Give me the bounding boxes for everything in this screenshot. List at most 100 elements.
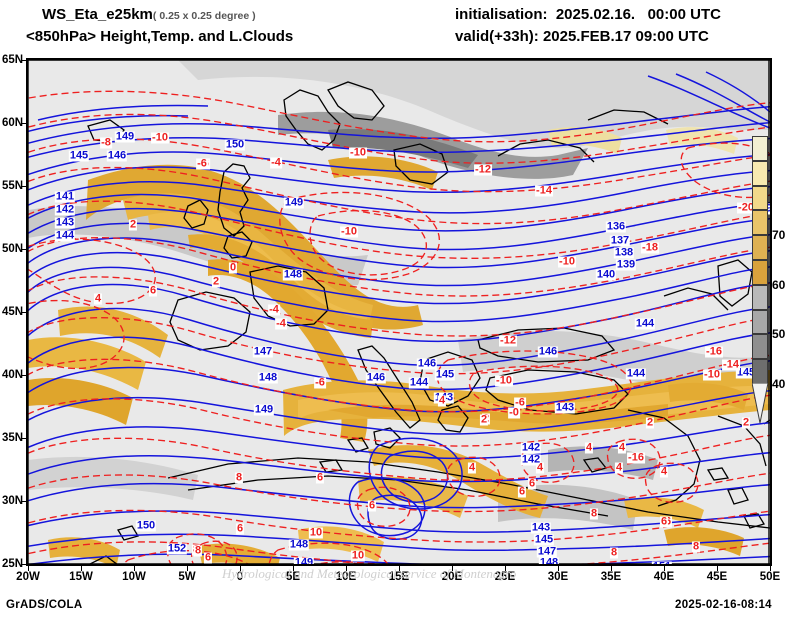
temperature-contour-label: 4: [437, 394, 447, 407]
temperature-contour-label: 2: [479, 413, 489, 426]
y-axis-tick-mark: [21, 60, 26, 61]
temperature-contour-label: 10: [350, 549, 366, 562]
temperature-contour-label: 4: [584, 441, 594, 454]
level-fields-header: <850hPa> Height,Temp. and L.Clouds: [26, 28, 294, 45]
y-axis-tick-mark: [21, 123, 26, 124]
height-contour-label: 143: [54, 216, 76, 229]
x-axis-tick-mark: [770, 566, 771, 571]
temperature-contour-label: 6: [235, 522, 245, 535]
y-axis-tick-mark: [21, 375, 26, 376]
height-contour-label: 145: [68, 149, 90, 162]
x-axis-tick-mark: [81, 566, 82, 571]
height-contour-label: 143: [554, 401, 576, 414]
temperature-contour-label: -18: [641, 241, 659, 254]
temperature-contour-label: -4: [268, 303, 280, 316]
temperature-contour-label: -8: [100, 136, 112, 149]
temperature-contour-label: 8: [234, 471, 244, 484]
height-contour-label: 150: [135, 519, 157, 532]
temperature-contour-layer: [28, 90, 770, 564]
temperature-contour-label: 4: [659, 465, 669, 478]
x-axis-tick-label: 10W: [122, 571, 146, 583]
x-axis-tick-label: 40E: [653, 571, 675, 583]
x-axis-tick-mark: [134, 566, 135, 571]
temperature-contour-label: 2: [128, 218, 138, 231]
height-contour-label: 149: [114, 130, 136, 143]
y-axis-tick-label: 35N: [2, 432, 24, 444]
temperature-contour-label: 6: [148, 284, 158, 297]
y-axis-tick-label: 30N: [2, 495, 24, 507]
x-axis-tick-mark: [664, 566, 665, 571]
x-axis-tick-label: 20W: [16, 571, 40, 583]
colorbar-tick-label: 70: [772, 228, 786, 243]
model-name-header: WS_Eta_e25km( 0.25 x 0.25 degree ): [42, 6, 256, 23]
y-axis-tick-mark: [21, 249, 26, 250]
temperature-contour-label: -12: [499, 334, 517, 347]
colorbar-tick-label: 50: [772, 327, 786, 342]
x-axis-tick-mark: [452, 566, 453, 571]
y-axis-tick-label: 25N: [2, 558, 24, 570]
x-axis-tick-mark: [187, 566, 188, 571]
temperature-contour-label: -0: [508, 406, 520, 419]
temperature-contour-label: 8: [193, 544, 203, 557]
temperature-contour-label: 0: [228, 261, 238, 274]
height-contour-label: 144: [408, 376, 430, 389]
temperature-contour-label: -4: [275, 317, 287, 330]
height-contour-label: 142: [520, 441, 542, 454]
x-axis-tick-mark: [293, 566, 294, 571]
temperature-contour-label: 10: [308, 526, 324, 539]
temperature-contour-label: 4: [617, 441, 627, 454]
height-contour-label: 146: [537, 345, 559, 358]
colorbar-segment: [752, 284, 768, 310]
height-contour-label: 138: [613, 246, 635, 259]
height-contour-label: 139: [615, 258, 637, 271]
inner-tick-layer: [28, 60, 770, 564]
x-axis-tick-mark: [505, 566, 506, 571]
map-canvas: [28, 60, 770, 564]
temperature-contour-label: 6: [527, 477, 537, 490]
height-contour-label: 137: [609, 234, 631, 247]
temperature-contour-label: -6: [314, 376, 326, 389]
colorbar-segment: [752, 235, 768, 260]
y-axis-tick-label: 50N: [2, 243, 24, 255]
temperature-contour-label: 2: [741, 416, 751, 429]
temperature-contour-label: -10: [495, 374, 513, 387]
height-contour-label: 146: [365, 371, 387, 384]
x-axis-tick-mark: [346, 566, 347, 571]
y-axis-tick-mark: [21, 312, 26, 313]
y-axis-tick-mark: [21, 438, 26, 439]
colorbar-segment: [752, 210, 768, 236]
height-contour-label: 150: [224, 138, 246, 151]
height-contour-label: 145: [434, 368, 456, 381]
x-axis-tick-label: 25E: [494, 571, 516, 583]
x-axis-tick-label: 30E: [547, 571, 569, 583]
y-axis-tick-mark: [21, 564, 26, 565]
y-axis-tick-label: 55N: [2, 180, 24, 192]
x-axis-tick-label: 5E: [285, 571, 301, 583]
colorbar-tick-label: 60: [772, 277, 786, 292]
temperature-contour-label: -10: [703, 368, 721, 381]
y-axis-tick-label: 45N: [2, 306, 24, 318]
height-contour-label: 142: [54, 203, 76, 216]
height-contour-label: 149: [253, 403, 275, 416]
temperature-contour-label: -10: [558, 255, 576, 268]
temperature-contour-label: 4: [614, 461, 624, 474]
temperature-contour-label: 6: [659, 515, 669, 528]
height-contour-label: 141: [54, 190, 76, 203]
temperature-contour-label: -20: [737, 201, 755, 214]
generation-timestamp: 2025-02-16-08:14: [675, 599, 772, 611]
colorbar-segment: [752, 334, 768, 360]
cloud-cover-colorbar: [752, 136, 768, 384]
height-contour-label: 147: [252, 345, 274, 358]
temperature-contour-label: 6: [517, 485, 527, 498]
y-axis-tick-mark: [21, 186, 26, 187]
colorbar-segment: [752, 160, 768, 186]
height-contour-label: 149: [293, 557, 315, 564]
height-contour-label: 144: [634, 317, 656, 330]
x-axis-tick-mark: [399, 566, 400, 571]
temperature-contour-label: -14: [535, 184, 553, 197]
temperature-contour-label: -16: [627, 451, 645, 464]
valid-time: valid(+33h): 2025.FEB.17 09:00 UTC: [455, 28, 709, 45]
y-axis-tick-mark: [21, 501, 26, 502]
x-axis-tick-mark: [717, 566, 718, 571]
temperature-contour-label: -16: [705, 345, 723, 358]
